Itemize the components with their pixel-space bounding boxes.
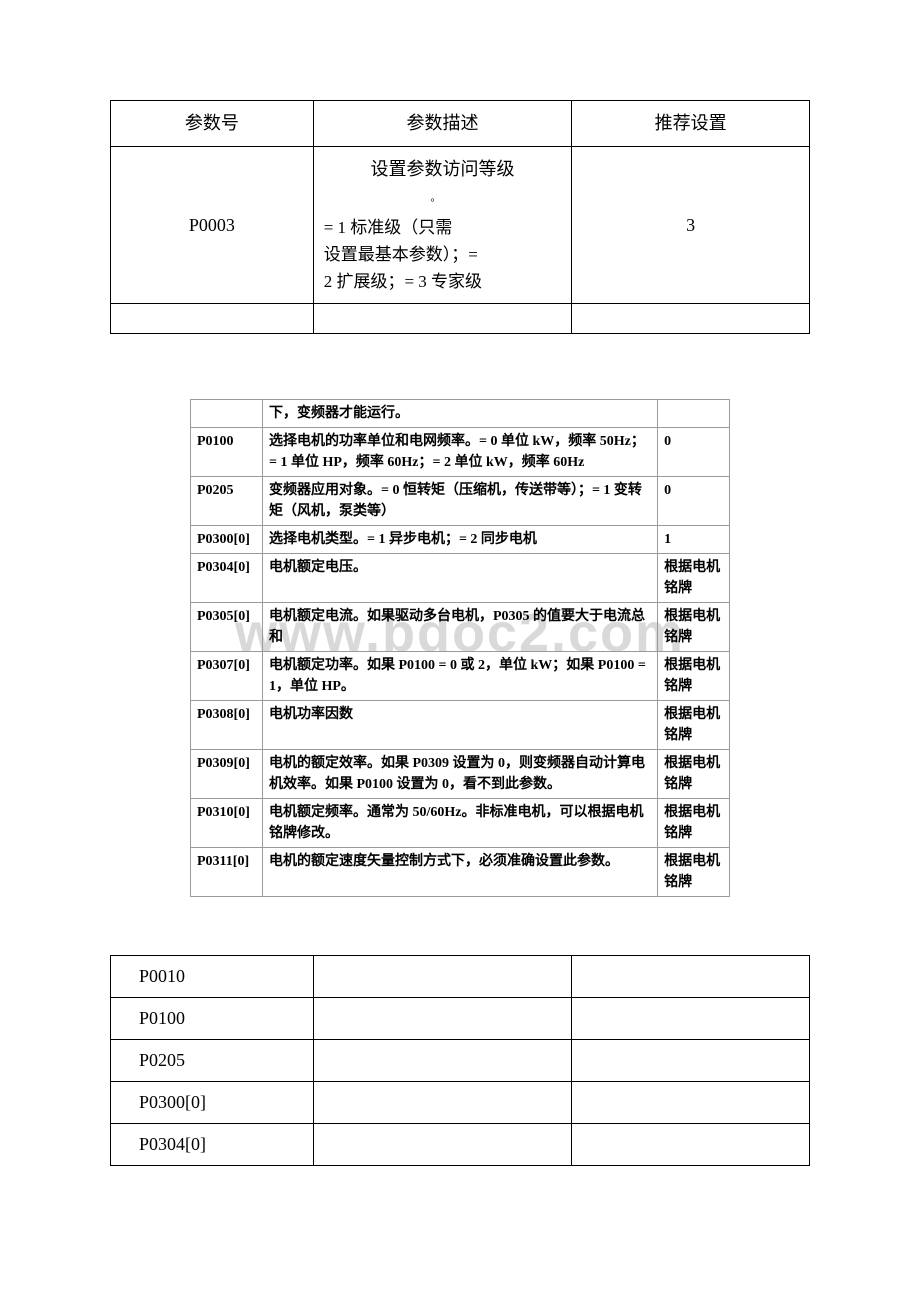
- t3-blank-b: [313, 1082, 572, 1124]
- table-row: P0300[0]: [111, 1082, 810, 1124]
- t1-header-param: 参数号: [111, 101, 314, 147]
- t2-desc: 变频器应用对象。= 0 恒转矩（压缩机，传送带等）；= 1 变转矩（风机，泵类等…: [262, 477, 657, 526]
- t1-row-desc: 设置参数访问等级 。 = 1 标准级（只需 设置最基本参数）；= 2 扩展级；=…: [313, 146, 572, 303]
- t2-desc: 电机的额定效率。如果 P0309 设置为 0，则变频器自动计算电机效率。如果 P…: [262, 750, 657, 799]
- t2-val: 根据电机铭牌: [658, 701, 730, 750]
- t3-blank-c: [572, 1082, 810, 1124]
- t2-desc: 电机额定功率。如果 P0100 = 0 或 2，单位 kW；如果 P0100 =…: [262, 652, 657, 701]
- table-row: P0311[0]电机的额定速度矢量控制方式下，必须准确设置此参数。根据电机铭牌: [191, 848, 730, 897]
- t2-desc: 电机额定电压。: [262, 554, 657, 603]
- t2-param: P0304[0]: [191, 554, 263, 603]
- t2-param: [191, 400, 263, 428]
- parameter-detail-table: 下，变频器才能运行。P0100选择电机的功率单位和电网频率。= 0 单位 kW，…: [190, 399, 730, 897]
- t2-param: P0300[0]: [191, 526, 263, 554]
- t2-desc: 选择电机类型。= 1 异步电机；= 2 同步电机: [262, 526, 657, 554]
- t2-param: P0310[0]: [191, 799, 263, 848]
- t3-blank-b: [313, 956, 572, 998]
- t2-val: [658, 400, 730, 428]
- table-row: P0307[0]电机额定功率。如果 P0100 = 0 或 2，单位 kW；如果…: [191, 652, 730, 701]
- t2-param: P0307[0]: [191, 652, 263, 701]
- table-row: P0300[0]选择电机类型。= 1 异步电机；= 2 同步电机1: [191, 526, 730, 554]
- parameter-header-table: 参数号 参数描述 推荐设置 P0003 设置参数访问等级 。 = 1 标准级（只…: [110, 100, 810, 334]
- t1-blank-c: [572, 304, 810, 334]
- t2-val: 0: [658, 477, 730, 526]
- t3-param: P0205: [111, 1040, 314, 1082]
- t1-header-desc: 参数描述: [313, 101, 572, 147]
- middle-region: www.bdoc2.com 下，变频器才能运行。P0100选择电机的功率单位和电…: [110, 399, 810, 897]
- table-row: P0309[0]电机的额定效率。如果 P0309 设置为 0，则变频器自动计算电…: [191, 750, 730, 799]
- table-row: P0205变频器应用对象。= 0 恒转矩（压缩机，传送带等）；= 1 变转矩（风…: [191, 477, 730, 526]
- t2-val: 0: [658, 428, 730, 477]
- table-row: P0100选择电机的功率单位和电网频率。= 0 单位 kW，频率 50Hz；= …: [191, 428, 730, 477]
- t1-blank-b: [313, 304, 572, 334]
- t3-body: P0010P0100P0205P0300[0]P0304[0]: [111, 956, 810, 1166]
- t3-param: P0100: [111, 998, 314, 1040]
- t3-blank-b: [313, 998, 572, 1040]
- table-row: P0308[0]电机功率因数根据电机铭牌: [191, 701, 730, 750]
- table-row: P0100: [111, 998, 810, 1040]
- t2-body: 下，变频器才能运行。P0100选择电机的功率单位和电网频率。= 0 单位 kW，…: [191, 400, 730, 897]
- table-row: P0304[0]电机额定电压。根据电机铭牌: [191, 554, 730, 603]
- t1-desc-body2: 设置最基本参数）；=: [324, 241, 562, 268]
- t3-blank-b: [313, 1040, 572, 1082]
- t2-desc: 选择电机的功率单位和电网频率。= 0 单位 kW，频率 50Hz；= 1 单位 …: [262, 428, 657, 477]
- t1-row-param: P0003: [111, 146, 314, 303]
- t2-param: P0205: [191, 477, 263, 526]
- t3-param: P0010: [111, 956, 314, 998]
- t2-desc: 电机功率因数: [262, 701, 657, 750]
- t3-blank-c: [572, 956, 810, 998]
- t3-blank-b: [313, 1124, 572, 1166]
- t2-param: P0100: [191, 428, 263, 477]
- t1-blank-a: [111, 304, 314, 334]
- t2-desc: 电机额定频率。通常为 50/60Hz。非标准电机，可以根据电机铭牌修改。: [262, 799, 657, 848]
- t2-param: P0305[0]: [191, 603, 263, 652]
- t1-header-rec: 推荐设置: [572, 101, 810, 147]
- t2-desc: 电机额定电流。如果驱动多台电机，P0305 的值要大于电流总和: [262, 603, 657, 652]
- table-row: P0205: [111, 1040, 810, 1082]
- t2-val: 根据电机铭牌: [658, 799, 730, 848]
- t2-desc: 下，变频器才能运行。: [262, 400, 657, 428]
- t3-param: P0300[0]: [111, 1082, 314, 1124]
- table-row: 下，变频器才能运行。: [191, 400, 730, 428]
- t3-blank-c: [572, 1040, 810, 1082]
- table-row: P0305[0]电机额定电流。如果驱动多台电机，P0305 的值要大于电流总和根…: [191, 603, 730, 652]
- table-row: P0010: [111, 956, 810, 998]
- parameter-blank-table: P0010P0100P0205P0300[0]P0304[0]: [110, 955, 810, 1166]
- t2-val: 根据电机铭牌: [658, 554, 730, 603]
- t2-val: 根据电机铭牌: [658, 652, 730, 701]
- t1-desc-body3: 2 扩展级；= 3 专家级: [324, 268, 562, 295]
- t1-desc-body1: = 1 标准级（只需: [324, 214, 562, 241]
- t3-param: P0304[0]: [111, 1124, 314, 1166]
- t2-val: 根据电机铭牌: [658, 603, 730, 652]
- t1-desc-title: 设置参数访问等级: [324, 155, 562, 184]
- t2-param: P0309[0]: [191, 750, 263, 799]
- t1-row-rec: 3: [572, 146, 810, 303]
- t2-param: P0311[0]: [191, 848, 263, 897]
- t3-blank-c: [572, 998, 810, 1040]
- t1-desc-circ: 。: [310, 190, 562, 208]
- t2-val: 根据电机铭牌: [658, 848, 730, 897]
- table-row: P0304[0]: [111, 1124, 810, 1166]
- t3-blank-c: [572, 1124, 810, 1166]
- t2-val: 1: [658, 526, 730, 554]
- t2-val: 根据电机铭牌: [658, 750, 730, 799]
- table-row: P0310[0]电机额定频率。通常为 50/60Hz。非标准电机，可以根据电机铭…: [191, 799, 730, 848]
- t2-param: P0308[0]: [191, 701, 263, 750]
- t2-desc: 电机的额定速度矢量控制方式下，必须准确设置此参数。: [262, 848, 657, 897]
